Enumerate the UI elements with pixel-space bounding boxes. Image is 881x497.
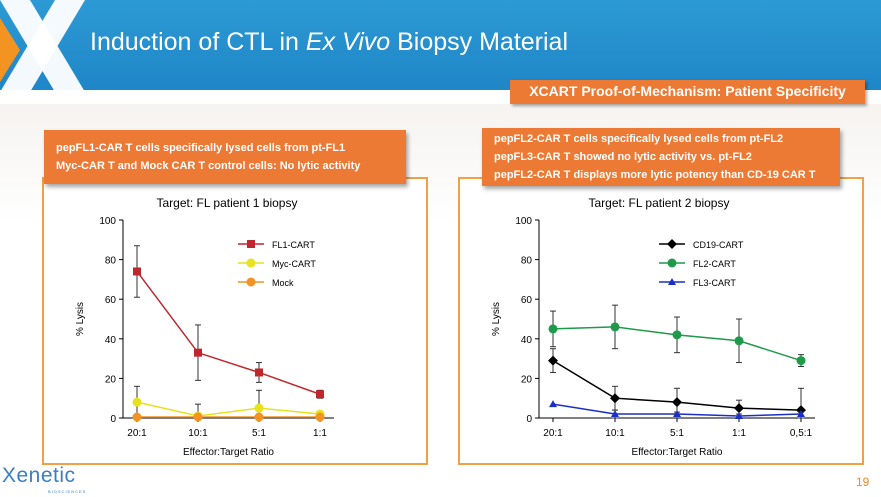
x-tick-label: 0,5:1 [790,428,813,439]
callout-left: pepFL1-CAR T cells specifically lysed ce… [44,130,406,184]
x-tick-label: 1:1 [313,428,327,439]
data-point [132,397,142,407]
series-fl3-cart [549,400,805,420]
y-tick-label: 100 [515,216,532,227]
legend-marker [668,278,676,285]
y-tick-label: 0 [526,414,532,425]
data-point [734,336,744,346]
chart-fl-patient-2: Target: FL patient 2 biopsy 0 20 40 60 80 100 2… [491,196,815,458]
series-cd19-cart [548,348,806,419]
callout-left-line: pepFL1-CAR T cells specifically lysed ce… [56,142,346,154]
y-axis-label: % Lysis [75,302,86,336]
callout-right-line: pepFL2-CAR T cells specifically lysed ce… [494,133,784,145]
series-fl2-cart [548,304,806,368]
series-mock [132,412,325,422]
series-fl1-cart [133,245,324,399]
data-point [254,403,264,413]
y-tick-label: 100 [99,216,116,227]
data-point [254,412,264,422]
x-tick-label: 10:1 [188,428,208,439]
company-logo: Xenetic [2,464,76,487]
x-tick-label: 5:1 [252,428,266,439]
y-axis-label: % Lysis [491,302,502,336]
data-point [672,397,682,408]
y-tick-label: 0 [110,414,116,425]
chart-panel-right [458,177,864,465]
y-tick-label: 60 [521,295,533,306]
header-banner [0,0,881,90]
data-point [610,393,620,404]
page-subtitle: XCART Proof-of-Mechanism: Patient Specif… [529,83,846,99]
data-point [133,267,141,276]
page-number: 19 [856,475,870,489]
chart-fl-patient-1: Target: FL patient 1 biopsy 0 20 40 60 80 100 2… [75,196,334,458]
x-tick-label: 1:1 [732,428,746,439]
data-point [735,412,743,420]
data-point [797,410,805,418]
data-point [611,410,619,418]
data-point [796,356,806,366]
series-myc-cart [132,385,325,421]
callout-right: pepFL2-CAR T cells specifically lysed ce… [482,128,840,186]
data-point [549,400,557,408]
callout-right-line: pepFL2-CAR T displays more lytic potency… [494,169,816,181]
x-tick-label: 5:1 [670,428,684,439]
x-axis-label: Effector:Target Ratio [183,447,274,458]
y-tick-label: 80 [105,256,117,267]
data-point [548,324,558,334]
series-line [136,401,321,417]
legend-label: FL2-CART [693,259,736,269]
legend-marker [246,258,256,268]
data-point [734,403,744,414]
data-point [548,355,558,366]
x-axis-label: Effector:Target Ratio [632,447,723,458]
x-tick-label: 20:1 [127,428,147,439]
legend-marker [667,258,677,268]
subtitle-box: XCART Proof-of-Mechanism: Patient Specif… [510,80,865,104]
legend-label: FL3-CART [693,278,736,288]
data-point [610,322,620,332]
chart-title: Target: FL patient 2 biopsy [589,196,730,210]
legend-label: FL1-CART [272,240,315,250]
legend-label: Mock [272,278,294,288]
y-tick-label: 40 [521,335,533,346]
y-tick-label: 40 [105,335,117,346]
x-tick-label: 10:1 [605,428,625,439]
data-point [315,412,325,422]
company-logo-subtitle: BIOSCIENCES [48,489,87,494]
data-point [316,390,324,399]
x-tick-label: 20:1 [543,428,563,439]
series-line [136,271,321,395]
page-title: Induction of CTL in Ex Vivo Biopsy Mater… [90,28,569,56]
data-point [132,412,142,422]
y-tick-label: 20 [521,374,533,385]
callout-right-line: pepFL3-CAR T showed no lytic activity vs… [494,151,752,163]
y-tick-label: 60 [105,295,117,306]
data-point [255,368,263,377]
y-tick-label: 80 [521,256,533,267]
legend-marker [247,240,255,248]
legend-label: Myc-CART [272,259,316,269]
legend-label: CD19-CART [693,240,744,250]
callout-left-line: Myc-CAR T and Mock CAR T control cells: … [56,160,361,172]
legend-marker [246,277,256,287]
legend-marker [667,239,677,249]
data-point [673,410,681,418]
data-point [193,412,203,422]
data-point [672,330,682,340]
chart-title: Target: FL patient 1 biopsy [157,196,298,210]
logo-x-icon [0,0,85,92]
data-point [194,348,202,357]
y-tick-label: 20 [105,374,117,385]
